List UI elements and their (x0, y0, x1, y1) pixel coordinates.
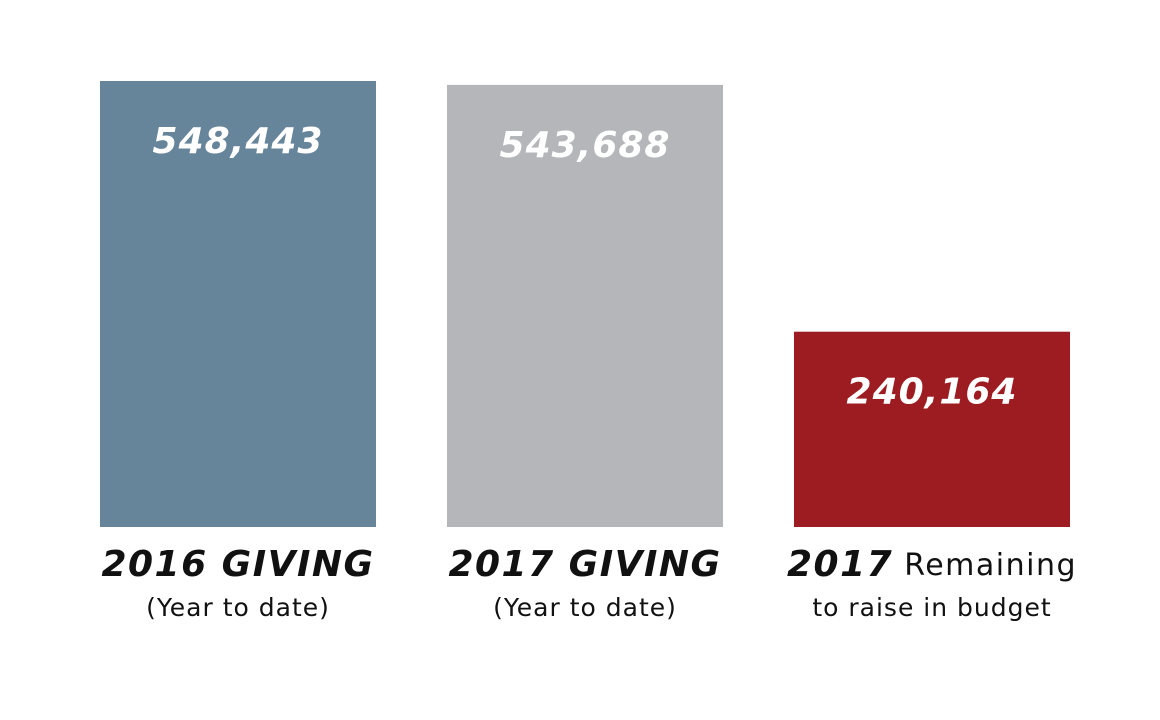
category-label: 2017 Remaining (787, 544, 1077, 585)
category-label: 2016 GIVING (101, 544, 374, 585)
bar (794, 331, 1070, 527)
category-label: 2017 GIVING (448, 544, 721, 585)
category-sublabel: to raise in budget (812, 593, 1051, 622)
bar (100, 81, 376, 527)
value-label: 240,164 (847, 372, 1018, 413)
category-sublabel: (Year to date) (146, 593, 330, 622)
value-label: 548,443 (153, 121, 324, 162)
bar (447, 84, 723, 527)
value-label: 543,688 (500, 125, 671, 166)
category-sublabel: (Year to date) (493, 593, 677, 622)
